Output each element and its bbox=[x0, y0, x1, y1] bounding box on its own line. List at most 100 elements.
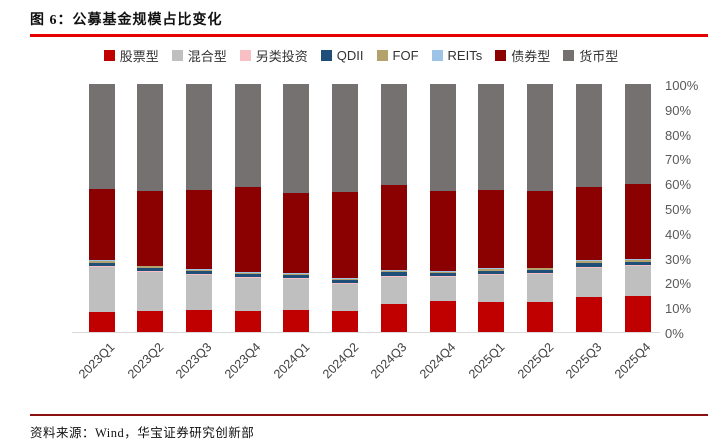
y-axis-tick-0%: 0% bbox=[665, 326, 684, 341]
bar-2023Q3 bbox=[185, 84, 212, 332]
legend-item-QDII: QDII bbox=[320, 48, 364, 63]
segment-股票型 bbox=[429, 300, 456, 332]
legend-label: 混合型 bbox=[187, 49, 227, 64]
y-axis-tick-40%: 40% bbox=[665, 226, 692, 242]
segment-混合型 bbox=[575, 267, 602, 298]
bar-2024Q3 bbox=[380, 84, 407, 332]
segment-混合型 bbox=[478, 274, 505, 302]
segment-债券型 bbox=[624, 183, 651, 260]
segment-另类投资 bbox=[624, 265, 651, 267]
x-axis-label-2023Q4: 2023Q4 bbox=[222, 340, 264, 382]
legend-item-股票型: 股票型 bbox=[103, 46, 159, 65]
x-axis-label-2024Q3: 2024Q3 bbox=[368, 340, 410, 382]
y-axis-tick-10%: 10% bbox=[665, 301, 692, 317]
segment-QDII bbox=[478, 270, 505, 274]
segment-股票型 bbox=[380, 304, 407, 332]
segment-股票型 bbox=[624, 296, 651, 332]
y-axis-tick-50%: 50% bbox=[665, 202, 692, 217]
segment-货币型 bbox=[332, 84, 359, 193]
segment-货币型 bbox=[283, 84, 310, 194]
segment-另类投资 bbox=[137, 271, 164, 272]
segment-债券型 bbox=[88, 188, 115, 261]
segment-货币型 bbox=[624, 84, 651, 184]
segment-FOF bbox=[234, 272, 261, 275]
segment-另类投资 bbox=[380, 275, 407, 277]
segment-债券型 bbox=[283, 193, 310, 274]
legend-item-混合型: 混合型 bbox=[171, 46, 227, 65]
x-axis-label-2024Q1: 2024Q1 bbox=[270, 340, 313, 382]
segment-货币型 bbox=[380, 84, 407, 185]
y-axis-tick-20%: 20% bbox=[665, 276, 692, 292]
legend-swatch-icon bbox=[103, 50, 115, 61]
x-axis-label-2025Q4: 2025Q4 bbox=[612, 340, 654, 382]
bar-2024Q2 bbox=[332, 84, 359, 332]
segment-另类投资 bbox=[88, 266, 115, 268]
legend-swatch-icon bbox=[563, 50, 575, 61]
segment-QDII bbox=[283, 275, 310, 279]
segment-混合型 bbox=[88, 267, 115, 312]
segment-债券型 bbox=[332, 192, 359, 279]
segment-另类投资 bbox=[575, 266, 602, 268]
segment-股票型 bbox=[332, 310, 359, 332]
segment-债券型 bbox=[185, 189, 212, 270]
segment-另类投资 bbox=[234, 277, 261, 279]
segment-QDII bbox=[185, 271, 212, 275]
legend-swatch-icon bbox=[376, 50, 388, 61]
segment-混合型 bbox=[283, 278, 310, 310]
segment-股票型 bbox=[185, 309, 212, 332]
bar-2025Q4 bbox=[624, 84, 651, 332]
segment-FOF bbox=[478, 268, 505, 271]
x-axis-label-2025Q3: 2025Q3 bbox=[563, 340, 605, 382]
segment-债券型 bbox=[380, 184, 407, 271]
figure-header: 图 6：公募基金规模占比变化 bbox=[30, 0, 708, 37]
segment-债券型 bbox=[234, 186, 261, 273]
segment-债券型 bbox=[527, 190, 554, 268]
bar-2023Q4 bbox=[234, 84, 261, 332]
segment-FOF bbox=[88, 260, 115, 263]
legend-item-货币型: 货币型 bbox=[563, 46, 618, 65]
segment-货币型 bbox=[527, 84, 554, 191]
legend-item-债券型: 债券型 bbox=[495, 46, 550, 65]
legend-label: 股票型 bbox=[119, 49, 159, 64]
y-axis-tick-90%: 90% bbox=[665, 102, 692, 118]
segment-混合型 bbox=[624, 266, 651, 297]
segment-另类投资 bbox=[429, 275, 456, 277]
legend-label: 另类投资 bbox=[255, 49, 308, 64]
x-axis-label-2025Q2: 2025Q2 bbox=[514, 340, 556, 382]
x-axis-label-2023Q1: 2023Q1 bbox=[76, 340, 118, 382]
segment-QDII bbox=[429, 273, 456, 276]
chart-legend: 股票型 混合型 另类投资 QDII FOF REITs 债券型 货币型 bbox=[0, 46, 722, 65]
segment-FOF bbox=[332, 278, 359, 281]
legend-swatch-icon bbox=[239, 50, 251, 61]
segment-另类投资 bbox=[332, 283, 359, 284]
segment-QDII bbox=[88, 262, 115, 267]
legend-swatch-icon bbox=[431, 50, 443, 61]
y-axis-tick-60%: 60% bbox=[665, 177, 692, 193]
bar-2023Q1 bbox=[88, 84, 115, 332]
bar-2023Q2 bbox=[137, 84, 164, 332]
segment-QDII bbox=[380, 272, 407, 276]
page-title: 图 6：公募基金规模占比变化 bbox=[30, 13, 223, 28]
bar-2024Q4 bbox=[429, 84, 456, 332]
legend-item-FOF: FOF bbox=[376, 48, 419, 63]
x-axis-baseline bbox=[72, 332, 660, 333]
legend-item-另类投资: 另类投资 bbox=[239, 46, 308, 65]
legend-swatch-icon bbox=[495, 50, 507, 61]
segment-FOF bbox=[185, 269, 212, 272]
x-axis-label-2023Q3: 2023Q3 bbox=[173, 340, 215, 382]
segment-混合型 bbox=[429, 276, 456, 301]
legend-label: FOF bbox=[392, 48, 419, 63]
segment-债券型 bbox=[575, 186, 602, 261]
legend-label: REITs bbox=[447, 48, 483, 63]
segment-货币型 bbox=[478, 84, 505, 190]
segment-混合型 bbox=[380, 276, 407, 305]
segment-股票型 bbox=[137, 310, 164, 332]
legend-item-REITs: REITs bbox=[431, 48, 483, 63]
segment-混合型 bbox=[137, 271, 164, 311]
segment-混合型 bbox=[234, 278, 261, 311]
segment-FOF bbox=[380, 270, 407, 273]
segment-股票型 bbox=[575, 297, 602, 332]
bar-2025Q2 bbox=[527, 84, 554, 332]
